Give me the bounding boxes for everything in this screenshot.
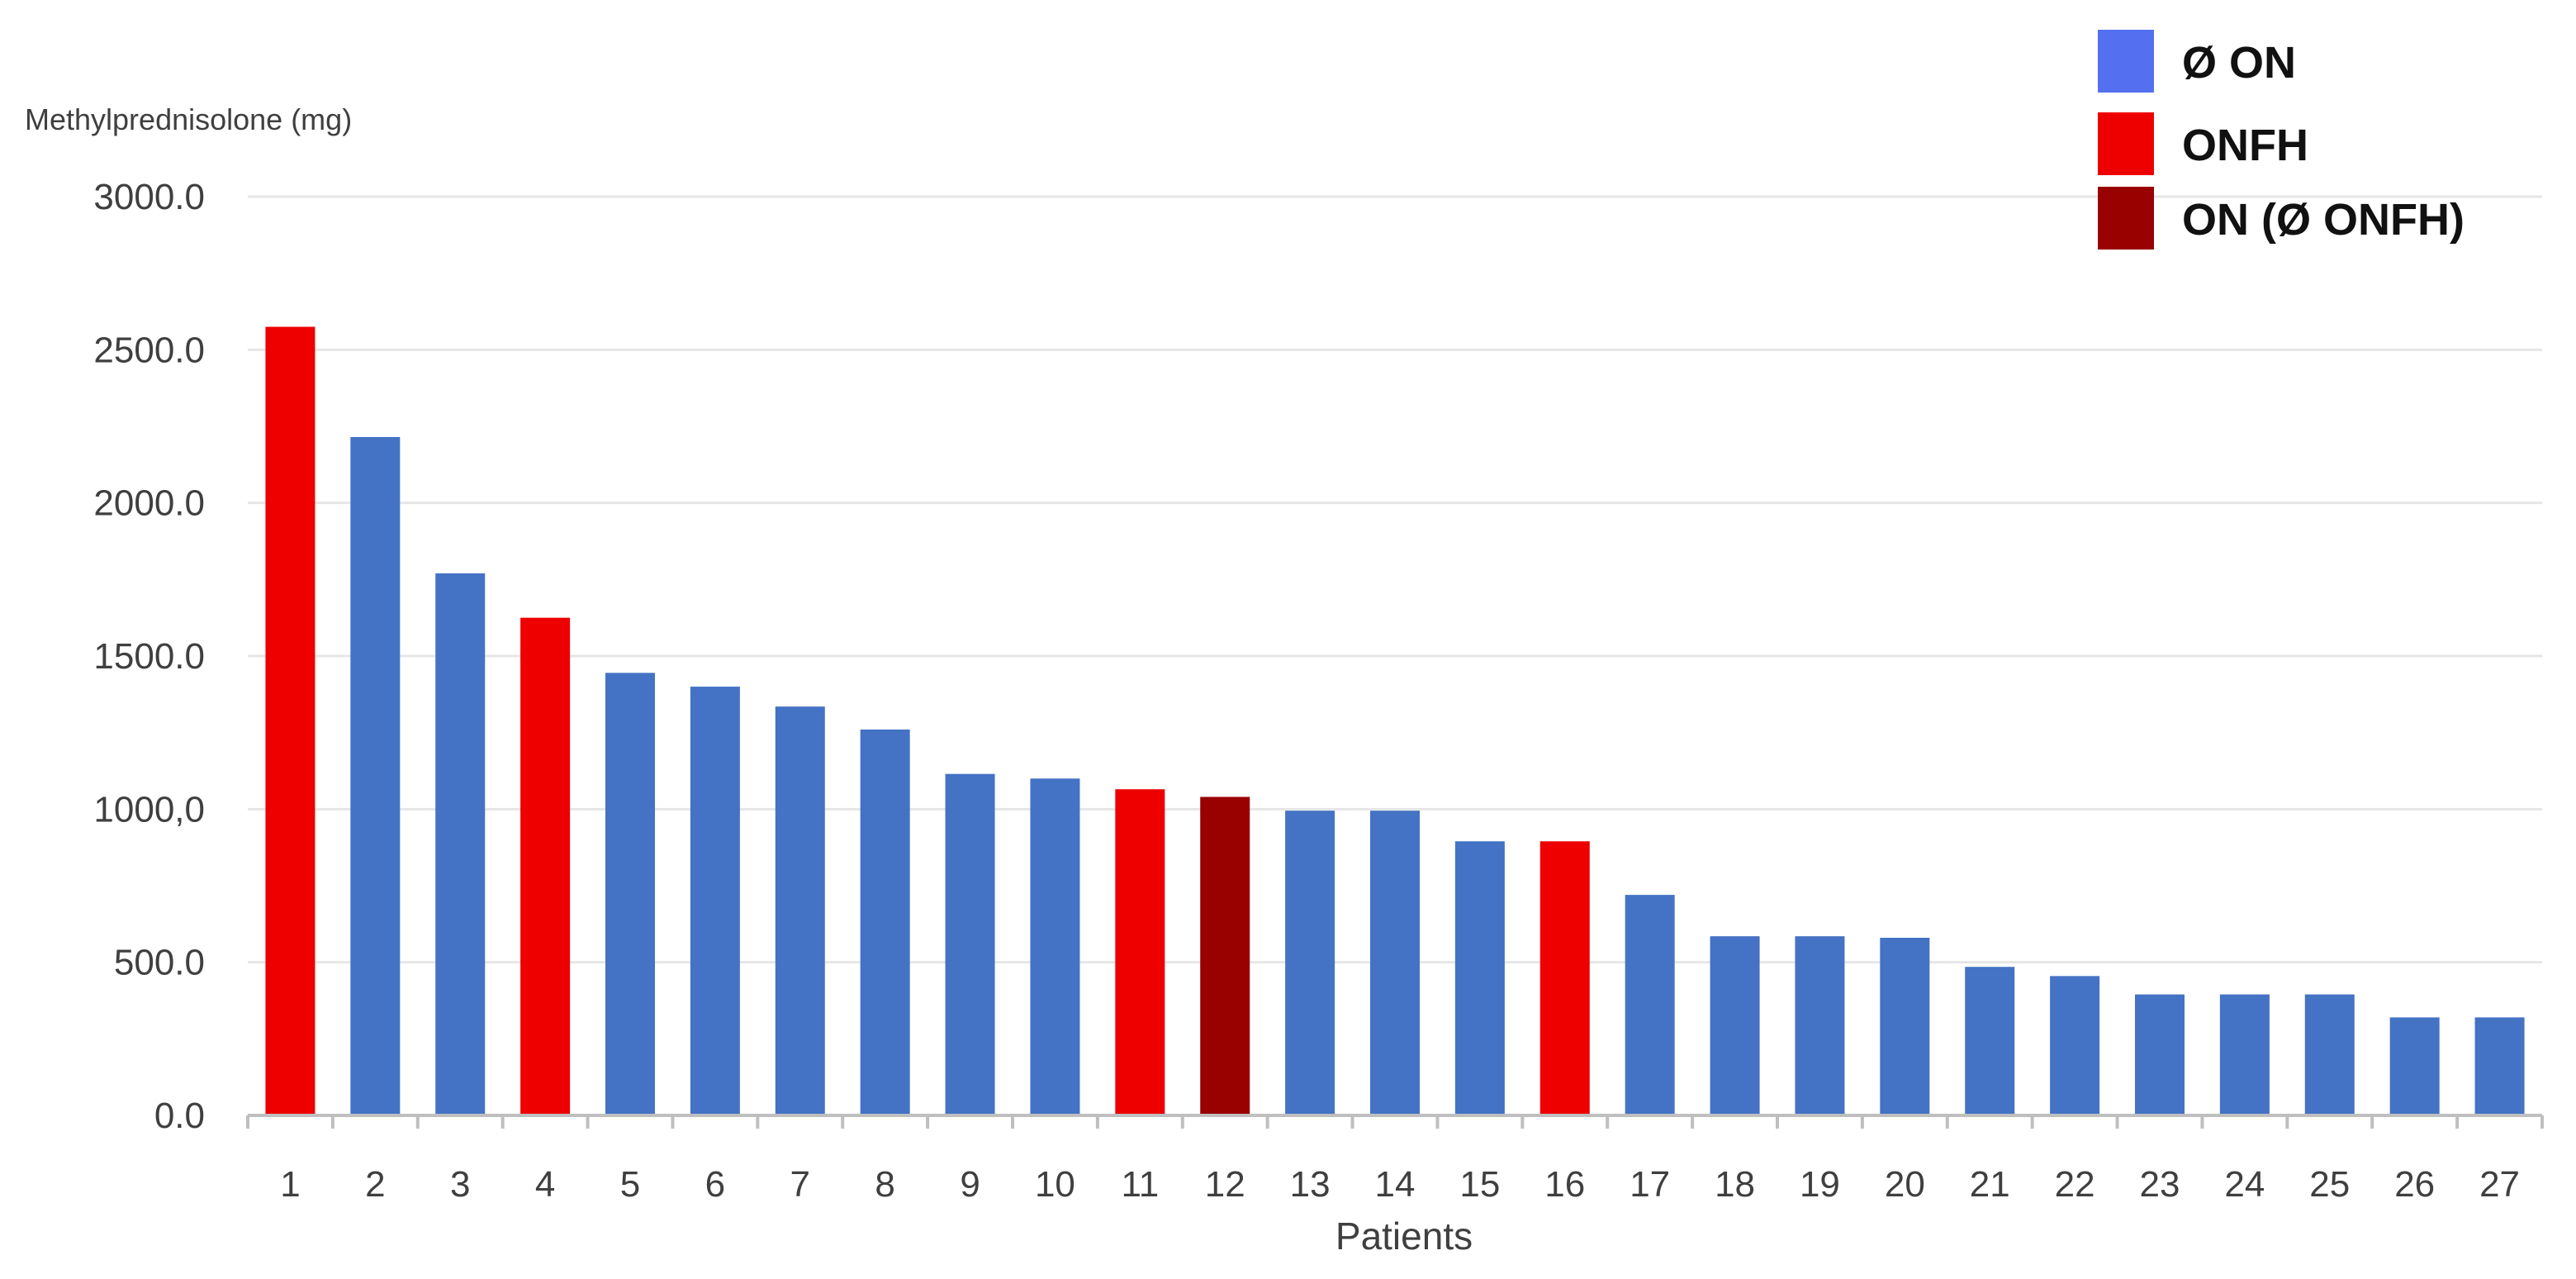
legend-label-onfh: ONFH [2182, 121, 2308, 170]
y-tick-label: 1000,0 [93, 789, 205, 830]
y-tick-label: 3000.0 [93, 177, 205, 217]
x-tick-label: 12 [1205, 1164, 1245, 1205]
x-tick-label: 22 [2055, 1164, 2095, 1205]
y-tick-labels: 0.0 500.0 1000,0 1500.0 2000.0 2500.0 3000.0 [93, 177, 205, 1136]
x-tick-label: 13 [1290, 1164, 1331, 1205]
legend: Ø ON ONFH ON (Ø ONFH) [2098, 30, 2465, 250]
y-tick-label: 0.0 [154, 1096, 205, 1136]
bar-patient-1 [265, 326, 315, 1115]
legend-label-no_on: Ø ON [2182, 38, 2296, 88]
bar-patient-26 [2389, 1017, 2440, 1115]
x-tick-label: 10 [1035, 1164, 1075, 1205]
x-tick-label: 15 [1459, 1164, 1500, 1205]
y-tick-label: 500.0 [114, 943, 205, 983]
y-tick-label: 1500.0 [93, 636, 205, 677]
x-tick-labels: 1 2 3 4 5 6 7 8 9 10 11 12 13 14 15 16 17 18 19 20 21 22 23 24 2… [280, 1164, 2520, 1205]
bar-patient-6 [690, 687, 740, 1115]
bar-patient-2 [350, 436, 401, 1115]
x-tick-label: 7 [790, 1164, 810, 1205]
bar-patient-16 [1539, 841, 1590, 1115]
bar-patient-20 [1880, 938, 1930, 1115]
legend-swatch-onfh [2098, 112, 2154, 175]
bar-patient-12 [1200, 796, 1250, 1115]
x-tick-label: 6 [705, 1164, 725, 1205]
bar-patient-25 [2304, 994, 2355, 1115]
bar-patient-8 [860, 729, 910, 1115]
x-tick-label: 1 [280, 1164, 300, 1205]
x-tick-label: 4 [535, 1164, 555, 1205]
legend-swatch-no_on [2098, 30, 2154, 93]
bar-patient-15 [1454, 841, 1505, 1115]
bar-patient-9 [945, 773, 995, 1115]
x-tick-label: 24 [2224, 1164, 2265, 1205]
bar-patient-19 [1795, 936, 1845, 1115]
bar-patient-5 [605, 673, 655, 1115]
legend-label-on_no_onfh: ON (Ø ONFH) [2182, 195, 2465, 245]
x-tick-label: 16 [1544, 1164, 1585, 1205]
x-tick-label: 20 [1885, 1164, 1925, 1205]
x-tick-label: 26 [2394, 1164, 2435, 1205]
x-tick-label: 9 [960, 1164, 980, 1205]
x-tick-label: 27 [2479, 1164, 2520, 1205]
x-tick-label: 14 [1375, 1164, 1416, 1205]
bar-patient-13 [1285, 811, 1335, 1115]
y-axis-label: Methylprednisolone (mg) [25, 102, 352, 136]
bar-patient-23 [2135, 994, 2185, 1115]
x-tick-label: 25 [2309, 1164, 2350, 1205]
x-tick-label: 23 [2140, 1164, 2180, 1205]
x-tick-label: 11 [1121, 1164, 1159, 1205]
x-tick-label: 18 [1715, 1164, 1755, 1205]
x-tick-label: 3 [450, 1164, 470, 1205]
x-tick-label: 5 [620, 1164, 640, 1205]
bar-patient-18 [1710, 936, 1760, 1115]
x-axis-label: Patients [1335, 1215, 1473, 1258]
bars [265, 326, 2525, 1115]
y-tick-label: 2000.0 [93, 483, 205, 524]
bar-patient-14 [1370, 811, 1420, 1115]
bar-patient-3 [435, 573, 486, 1115]
x-tick-label: 8 [875, 1164, 894, 1205]
bar-patient-27 [2474, 1017, 2525, 1115]
x-tick-label: 17 [1630, 1164, 1670, 1205]
x-tick-label: 21 [1970, 1164, 2010, 1205]
bar-patient-21 [1965, 967, 2015, 1115]
bar-patient-10 [1030, 778, 1080, 1115]
bar-patient-22 [2050, 976, 2100, 1115]
bar-patient-11 [1115, 789, 1165, 1115]
x-axis [246, 1114, 2544, 1129]
bar-patient-24 [2219, 994, 2270, 1115]
x-tick-label: 19 [1800, 1164, 1840, 1205]
bar-patient-4 [520, 617, 571, 1115]
y-tick-label: 2500.0 [93, 330, 205, 370]
bar-patient-7 [775, 706, 825, 1115]
legend-swatch-on_no_onfh [2098, 187, 2154, 250]
x-tick-label: 2 [365, 1164, 385, 1205]
bar-patient-17 [1625, 895, 1675, 1115]
